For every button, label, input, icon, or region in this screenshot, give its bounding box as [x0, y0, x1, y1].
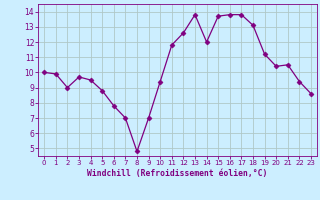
- X-axis label: Windchill (Refroidissement éolien,°C): Windchill (Refroidissement éolien,°C): [87, 169, 268, 178]
